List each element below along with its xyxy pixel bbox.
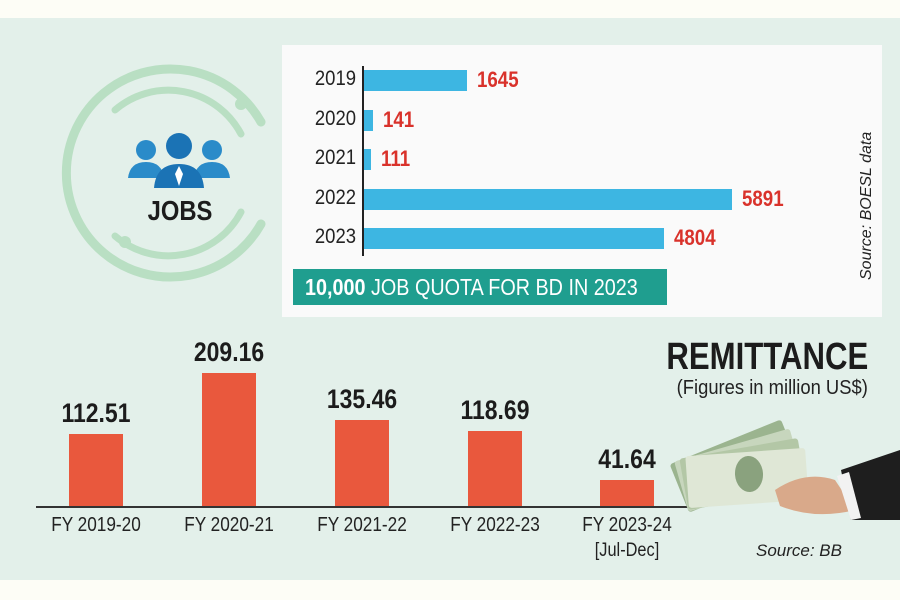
- remittance-value-label: 112.51: [61, 398, 131, 429]
- jobs-bar: [364, 188, 732, 210]
- remittance-category-label: FY 2023-24: [582, 514, 672, 536]
- quota-number: 10,000: [305, 273, 366, 300]
- remittance-bar: [468, 430, 522, 506]
- jobs-value-label: 1645: [476, 67, 519, 92]
- remittance-value-label: 209.16: [193, 337, 265, 367]
- remittance-bar: [600, 479, 654, 506]
- job-quota-banner: 10,000 JOB QUOTA FOR BD IN 2023: [293, 269, 667, 305]
- jobs-bar: [364, 109, 373, 131]
- remittance-category-label: FY 2022-23: [450, 514, 540, 536]
- remittance-title: REMITTANCE: [666, 336, 868, 378]
- jobs-year-label: 2023: [314, 225, 356, 248]
- remittance-source: Source: BB: [756, 541, 842, 560]
- jobs-year-label: 2021: [314, 146, 356, 169]
- remittance-bar: [335, 419, 389, 506]
- jobs-source: Source: BOESL data: [858, 131, 875, 280]
- jobs-value-label: 5891: [742, 185, 784, 211]
- jobs-year-label: 2019: [314, 67, 356, 90]
- remittance-value-label: 135.46: [326, 383, 398, 414]
- remittance-category-label: FY 2021-22: [317, 514, 407, 536]
- jobs-value-label: 111: [380, 146, 411, 171]
- jobs-axis: [362, 66, 364, 256]
- money-hand-icon: [670, 420, 900, 520]
- jobs-year-label: 2020: [314, 106, 356, 130]
- jobs-bar: [364, 228, 665, 249]
- jobs-label: JOBS: [147, 195, 213, 226]
- remittance-value-label: 118.69: [460, 394, 530, 425]
- jobs-value-label: 141: [382, 106, 415, 132]
- jobs-year-label: 2022: [314, 185, 356, 209]
- decorative-ring-icon: [61, 64, 266, 282]
- people-group-icon: [128, 133, 230, 188]
- remittance-subtitle: (Figures in million US$): [676, 377, 868, 399]
- jobs-bar: [364, 70, 467, 91]
- jobs-value-label: 4804: [674, 225, 716, 250]
- remittance-category-label: FY 2020-21: [184, 514, 274, 536]
- quota-text: JOB QUOTA FOR BD IN 2023: [365, 273, 638, 300]
- remittance-axis: [36, 506, 692, 508]
- remittance-value-label: 41.64: [598, 443, 656, 474]
- remittance-category-note: [Jul-Dec]: [594, 540, 660, 561]
- remittance-bar: [69, 434, 123, 506]
- jobs-bar: [364, 149, 371, 170]
- remittance-category-label: FY 2019-20: [51, 514, 141, 536]
- remittance-bar: [202, 373, 256, 506]
